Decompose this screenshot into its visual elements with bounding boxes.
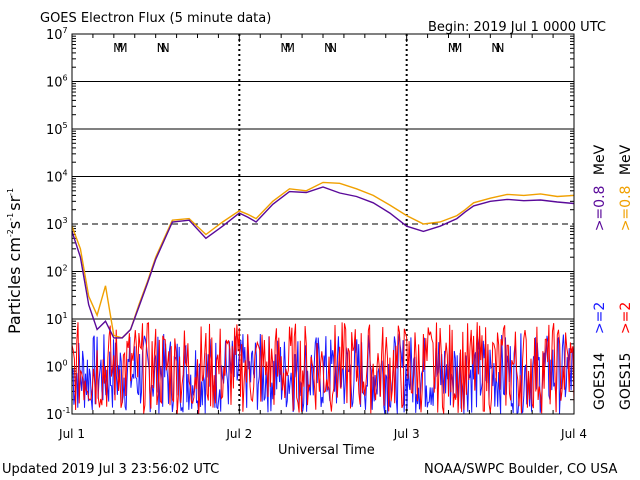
mn-marker: M <box>285 41 295 55</box>
mn-marker: N <box>491 41 500 55</box>
mn-marker: N <box>328 41 337 55</box>
series-goes15-2mev <box>71 322 575 414</box>
begin-time: Begin: 2019 Jul 1 0000 UTC <box>428 20 606 35</box>
y-tick-label: 107 <box>46 26 68 43</box>
series-0 <box>71 181 575 339</box>
legend-unit-2: MeV <box>618 144 634 175</box>
ylabel-base: Particles cm <box>5 237 24 334</box>
x-tick-labels: Jul 1 Jul 2 Jul 3 Jul 4 <box>58 427 587 441</box>
x-tick-label: Jul 1 <box>58 427 85 441</box>
mn-marker: N <box>324 41 333 55</box>
chart-title: GOES Electron Flux (5 minute data) <box>40 11 271 26</box>
ylabel-exp3: -1 <box>6 188 15 196</box>
mn-marker: N <box>495 41 504 55</box>
svg-text:GOES14 >=2 >=0.8: GOES14 >=2 >=0.8 MeV <box>592 144 608 410</box>
legend-goes14: GOES14 >=2 >=0.8 MeV <box>592 144 608 410</box>
y-tick-labels: 10-1 100 101 102 103 104 105 106 107 <box>46 26 71 423</box>
ylabel-exp2: -1 <box>6 213 15 221</box>
legend-p4: >=0.8 <box>618 186 634 232</box>
mn-marker: M <box>280 41 290 55</box>
ylabel-end: sr <box>5 195 24 210</box>
y-tick-label: 100 <box>46 359 68 376</box>
mn-markers: MM NN MM NN MM NN <box>113 41 504 55</box>
y-tick-label: 101 <box>46 311 68 328</box>
x-tick-label: Jul 4 <box>560 427 587 441</box>
mn-marker: M <box>452 41 462 55</box>
legend-p2: >=2 <box>618 302 634 334</box>
y-tick-label: 106 <box>46 74 68 91</box>
mn-marker: N <box>161 41 170 55</box>
y-tick-label: 105 <box>46 121 68 138</box>
source-credit: NOAA/SWPC Boulder, CO USA <box>424 462 617 477</box>
y-axis-label: Particles cm-2s-1sr-1 <box>5 188 24 334</box>
x-axis-label: Universal Time <box>278 443 375 458</box>
legend-g15: GOES15 <box>618 353 634 410</box>
legend-goes15: GOES15 >=2 >=0.8 MeV <box>618 144 634 410</box>
series-1 <box>71 186 575 339</box>
ylabel-mid: s <box>5 221 24 229</box>
legend-g14: GOES14 <box>592 352 608 410</box>
legend-p3: >=0.8 <box>592 186 608 232</box>
updated-time: Updated 2019 Jul 3 23:56:02 UTC <box>2 462 219 477</box>
x-tick-label: Jul 2 <box>225 427 252 441</box>
ylabel-exp1: -2 <box>6 229 15 237</box>
legend-p1: >=2 <box>592 302 608 334</box>
x-tick-label: Jul 3 <box>393 427 420 441</box>
y-tick-label: 10-1 <box>46 406 71 423</box>
data-traces <box>71 181 575 415</box>
svg-text:Particles cm-2s-1sr-1: Particles cm-2s-1sr-1 <box>5 188 24 334</box>
mn-marker: N <box>157 41 166 55</box>
y-tick-label: 104 <box>46 169 68 186</box>
plot-frame <box>71 33 575 415</box>
y-tick-label: 102 <box>46 264 68 281</box>
mn-marker: M <box>117 41 127 55</box>
svg-text:GOES15 >=2 >=0.8: GOES15 >=2 >=0.8 MeV <box>618 144 634 410</box>
legend-unit-1: MeV <box>592 144 608 175</box>
y-tick-label: 103 <box>46 216 68 233</box>
mn-marker: M <box>113 41 123 55</box>
mn-marker: M <box>448 41 458 55</box>
